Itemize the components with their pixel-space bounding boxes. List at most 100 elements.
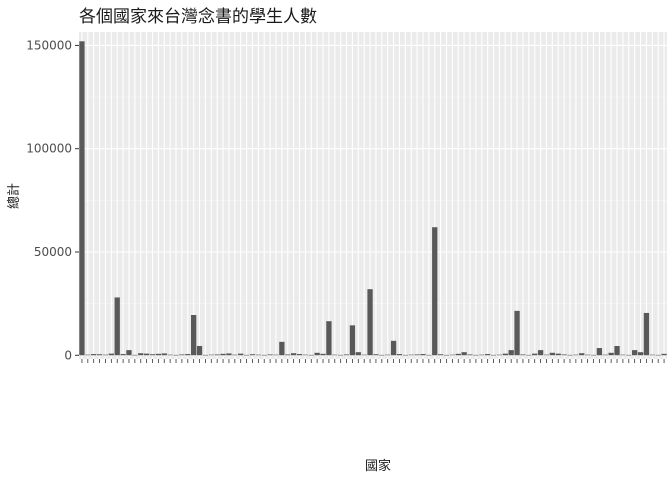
bar — [520, 354, 526, 356]
bar — [526, 354, 532, 356]
bar — [655, 354, 661, 356]
bar — [226, 353, 232, 356]
bar — [396, 354, 403, 356]
bar — [661, 353, 667, 356]
bars — [79, 41, 667, 356]
bar — [273, 354, 279, 356]
bar — [443, 354, 450, 356]
bar — [402, 354, 408, 356]
bar — [290, 353, 297, 356]
x-axis — [81, 359, 665, 363]
bar — [232, 354, 238, 356]
bar — [373, 354, 379, 356]
bar — [455, 353, 461, 356]
bar — [379, 354, 385, 356]
bar — [91, 354, 97, 356]
bar — [361, 354, 367, 356]
bar — [243, 354, 250, 356]
bar — [338, 354, 344, 356]
bar — [220, 353, 226, 356]
bar — [343, 354, 350, 356]
bar — [637, 352, 644, 356]
bar — [267, 354, 273, 356]
bar — [567, 354, 573, 356]
bar — [426, 354, 432, 356]
bar — [514, 310, 520, 356]
bar — [185, 354, 191, 356]
bar — [279, 341, 285, 356]
bar — [332, 354, 338, 356]
bar — [320, 353, 326, 356]
bar — [167, 354, 173, 356]
bar — [202, 354, 209, 356]
bar — [390, 340, 397, 356]
bar — [249, 354, 256, 356]
bar — [502, 353, 508, 356]
bar — [485, 354, 491, 356]
bar — [420, 354, 426, 356]
bar — [367, 289, 373, 356]
bar — [126, 350, 132, 356]
bar — [579, 353, 585, 356]
bar — [155, 353, 162, 356]
bar — [261, 354, 267, 356]
bar — [385, 354, 391, 356]
bar — [490, 354, 497, 356]
bar — [79, 41, 85, 356]
bar — [308, 354, 314, 356]
bar — [432, 227, 438, 356]
bar — [173, 354, 179, 356]
bar — [302, 354, 309, 356]
bar — [508, 350, 514, 356]
bar — [479, 354, 485, 356]
bar — [208, 354, 214, 356]
bar — [573, 354, 579, 356]
bar — [590, 354, 597, 356]
bar — [649, 354, 655, 356]
y-tick-label: 100000 — [26, 142, 72, 156]
y-tick-label: 50000 — [34, 245, 72, 259]
y-axis-title: 總計 — [6, 183, 22, 209]
bar — [496, 354, 503, 356]
bar — [96, 354, 103, 356]
bar — [102, 354, 109, 356]
bar — [449, 354, 456, 356]
bar — [467, 354, 473, 356]
plot-panel — [79, 32, 667, 359]
bar — [584, 354, 591, 356]
y-tick-label: 0 — [64, 348, 72, 362]
bar — [179, 354, 185, 356]
bar — [143, 353, 150, 356]
bar — [161, 353, 167, 356]
bar — [114, 297, 120, 356]
bar — [214, 354, 220, 356]
gridlines — [79, 32, 667, 359]
bar — [596, 348, 603, 356]
bar — [602, 354, 608, 356]
bar — [349, 325, 356, 356]
bar — [620, 354, 626, 356]
bar — [191, 315, 197, 356]
bar — [555, 353, 561, 356]
bar — [626, 354, 632, 356]
bar — [120, 354, 126, 356]
bar — [314, 352, 320, 356]
bar — [138, 353, 144, 356]
bar — [255, 354, 261, 356]
x-axis-title: 國家 — [365, 458, 391, 474]
bar — [85, 354, 91, 356]
bar — [238, 353, 244, 356]
y-tick-label: 150000 — [26, 38, 72, 52]
bar — [614, 345, 620, 356]
bar — [132, 354, 138, 356]
bar — [355, 352, 361, 356]
bar — [561, 354, 567, 356]
bar — [326, 321, 332, 356]
bar — [414, 354, 420, 356]
bar — [408, 354, 414, 356]
bar — [473, 354, 479, 356]
y-axis: 0 50000 100000 150000 — [26, 38, 79, 362]
bar — [196, 345, 203, 356]
chart-title: 各個國家來台灣念書的學生人數 — [79, 6, 317, 27]
